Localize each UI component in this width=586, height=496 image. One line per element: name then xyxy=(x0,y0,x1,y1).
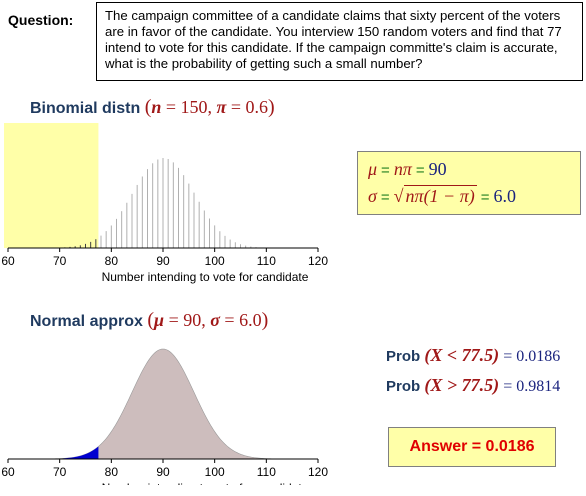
x-tick-label: 110 xyxy=(257,254,276,268)
mu-value-heading: = 90, xyxy=(168,310,206,330)
pi-value: = 0.6 xyxy=(230,97,269,117)
prob-greater-label: Prob xyxy=(386,378,421,395)
normal-heading: Normal approx (μ = 90, σ = 6.0) xyxy=(30,309,269,331)
sigma-value-heading: = 6.0 xyxy=(224,310,262,330)
mu-symbol: μ xyxy=(368,159,378,179)
x-tick-label: 60 xyxy=(1,465,15,479)
tail-area xyxy=(8,446,99,459)
x-tick-label: 100 xyxy=(205,465,225,479)
question-text: The campaign committee of a candidate cl… xyxy=(96,2,583,81)
x-axis-label: Number intending to vote for candidate xyxy=(102,270,309,284)
x-tick-label: 120 xyxy=(308,254,328,268)
x-tick-label: 90 xyxy=(156,254,170,268)
sqrt-sign: √ xyxy=(393,186,404,206)
normal-chart: 60 70 80 90 100 110 120 Number intending to vot… xyxy=(1,348,328,485)
sigma-symbol: σ xyxy=(368,186,377,206)
x-tick-label: 120 xyxy=(308,465,328,479)
n-value: = 150, xyxy=(165,97,213,117)
prob-less-value: = 0.0186 xyxy=(503,348,561,365)
x-tick-label: 70 xyxy=(53,465,67,479)
sigma-value: 6.0 xyxy=(493,186,516,206)
mu-symbol-heading: μ xyxy=(154,310,165,330)
question-label: Question: xyxy=(8,12,74,28)
x-tick-label: 90 xyxy=(156,465,170,479)
x-axis-label: Number intending to vote for candidate xyxy=(102,481,309,485)
binomial-chart: 60 70 80 90 100 110 120 Number intending to vot… xyxy=(1,123,328,284)
prob-less-expr: (X < 77.5) xyxy=(424,345,500,365)
sigma-row: σ = √ nπ(1 − π) = 6.0 xyxy=(368,185,516,206)
x-tick-label: 100 xyxy=(205,254,225,268)
sigma-symbol-heading: σ xyxy=(210,310,220,330)
prob-greater-expr: (X > 77.5) xyxy=(424,375,500,395)
binomial-heading-label: Binomial distn xyxy=(30,100,141,117)
mu-row: μ = nπ = 90 xyxy=(368,159,447,179)
mu-expr: nπ xyxy=(393,159,412,179)
x-tick-label: 60 xyxy=(1,254,15,268)
binomial-heading: Binomial distn (n = 150, π = 0.6) xyxy=(30,96,275,118)
normal-curve xyxy=(8,348,318,460)
prob-less-label: Prob xyxy=(386,348,421,365)
normal-heading-label: Normal approx xyxy=(30,313,143,330)
sigma-expr: nπ(1 − π) xyxy=(403,185,477,206)
x-tick-label: 70 xyxy=(53,254,67,268)
parameter-box: μ = nπ = 90 σ = √ nπ(1 − π) = 6.0 xyxy=(357,151,581,215)
cutoff-region xyxy=(4,123,99,248)
mu-value: 90 xyxy=(428,159,447,179)
prob-greater-value: = 0.9814 xyxy=(503,378,561,395)
prob-greater: Prob (X > 77.5) = 0.9814 xyxy=(386,375,560,396)
prob-less: Prob (X < 77.5) = 0.0186 xyxy=(386,345,560,366)
pi-symbol: π xyxy=(216,97,227,117)
answer-box: Answer = 0.0186 xyxy=(388,427,556,467)
x-tick-label: 80 xyxy=(105,465,119,479)
n-symbol: n xyxy=(151,97,162,117)
x-tick-label: 80 xyxy=(105,254,119,268)
x-tick-label: 110 xyxy=(257,465,276,479)
